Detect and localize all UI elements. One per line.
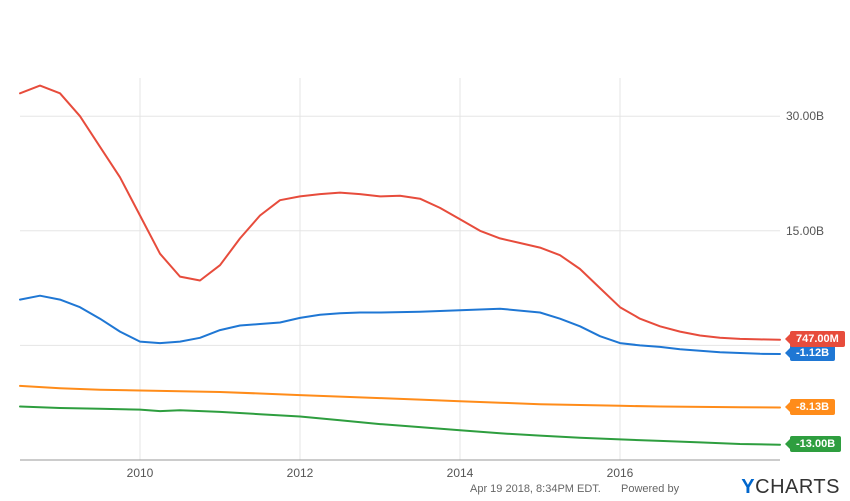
x-tick-label: 2014 — [447, 466, 474, 480]
chart-plot — [0, 0, 850, 501]
footer-timestamp: Apr 19 2018, 8:34PM EDT. — [470, 483, 601, 495]
ycharts-logo-text: CHARTS — [755, 476, 840, 498]
chart-container: Chevron Stock Buybacks (TTM)Chevron Tota… — [0, 0, 850, 501]
x-tick-label: 2012 — [287, 466, 314, 480]
x-tick-label: 2016 — [607, 466, 634, 480]
series-end-label: -13.00B — [790, 436, 841, 452]
ycharts-logo-y: Y — [741, 476, 755, 498]
series-end-label: 747.00M — [790, 331, 845, 347]
ycharts-logo: YCHARTS — [741, 476, 840, 499]
y-tick-label: 30.00B — [786, 109, 824, 123]
series-end-label: -1.12B — [790, 345, 835, 361]
x-tick-label: 2010 — [127, 466, 154, 480]
series-end-label: -8.13B — [790, 399, 835, 415]
y-tick-label: 15.00B — [786, 224, 824, 238]
footer-powered-by: Powered by — [621, 483, 679, 495]
